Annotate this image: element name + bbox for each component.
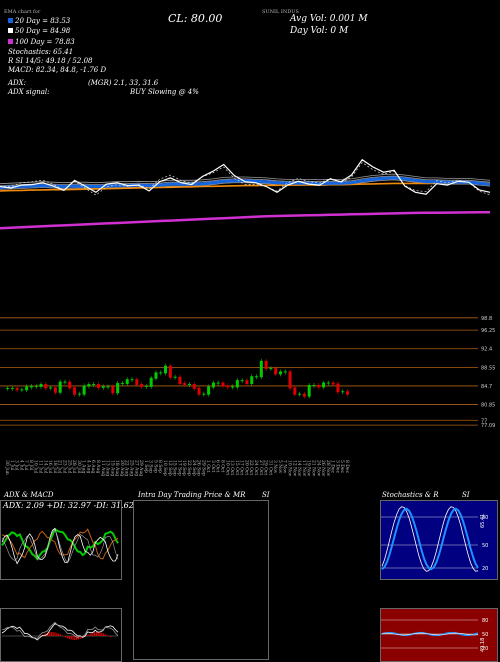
macd-hist-7 <box>53 632 54 636</box>
macd-hist-17 <box>71 636 72 640</box>
stoch-tick-2: 20 <box>482 566 488 572</box>
macd-hist-10 <box>58 634 59 636</box>
macd-hist-32 <box>98 632 99 636</box>
macd-hist-26 <box>87 635 88 636</box>
rsi-tick-0: 80 <box>482 618 488 624</box>
macd-hist-27 <box>89 634 90 636</box>
rsi-value: 49.18 <box>480 638 486 652</box>
macd-hist-5 <box>49 632 50 636</box>
macd-hist-12 <box>62 635 63 636</box>
macd-hist-31 <box>96 632 97 636</box>
macd-hist-8 <box>54 632 55 636</box>
stoch-k <box>382 507 478 572</box>
stoch-d <box>382 509 478 569</box>
macd-hist-15 <box>67 636 68 638</box>
macd-hist-6 <box>51 632 52 636</box>
macd-hist-36 <box>105 634 106 636</box>
stoch-value: 65.41 <box>480 514 486 528</box>
macd-hist-14 <box>65 636 66 637</box>
macd-hist-9 <box>56 633 57 636</box>
macd-hist-18 <box>72 636 73 640</box>
macd-hist-34 <box>101 633 102 636</box>
rsi-tick-1: 50 <box>482 632 488 638</box>
stoch-tick-1: 50 <box>482 543 488 549</box>
macd-hist-33 <box>99 632 100 636</box>
macd-hist-39 <box>110 636 111 637</box>
macd-line <box>2 624 118 641</box>
macd-hist-28 <box>90 633 91 636</box>
macd-hist-30 <box>94 632 95 636</box>
macd-hist-35 <box>103 634 104 636</box>
macd-hist-29 <box>92 633 93 636</box>
macd-hist-37 <box>107 635 108 636</box>
macd-hist-11 <box>60 634 61 636</box>
macd-hist-16 <box>69 636 70 639</box>
